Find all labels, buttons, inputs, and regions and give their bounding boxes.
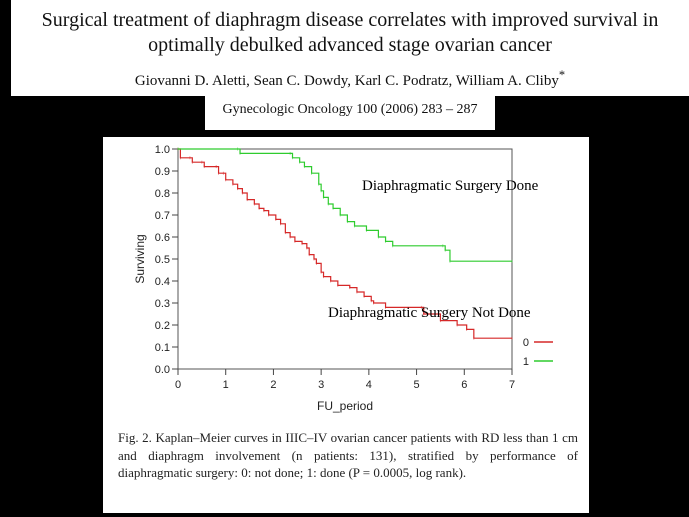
x-axis-label: FU_period [317,399,373,413]
x-tick-label: 2 [270,379,276,391]
x-tick-label: 0 [175,379,181,391]
x-tick-label: 4 [366,379,372,391]
title-panel: Surgical treatment of diaphragm disease … [11,0,689,96]
x-tick-label: 3 [318,379,324,391]
title-line-2: optimally debulked advanced stage ovaria… [148,34,552,56]
author-list: Giovanni D. Aletti, Sean C. Dowdy, Karl … [11,68,689,90]
legend-label-1: 1 [523,356,529,368]
y-tick-label: 0.0 [155,364,170,376]
series-line-0 [178,148,512,339]
y-tick-label: 1.0 [155,144,170,156]
paper-title: Surgical treatment of diaphragm disease … [11,8,689,58]
y-tick-label: 0.2 [155,320,170,332]
y-tick-label: 0.3 [155,298,170,310]
x-tick-label: 6 [461,379,467,391]
y-tick-label: 0.9 [155,166,170,178]
y-tick-label: 0.4 [155,276,170,288]
journal-panel: Gynecologic Oncology 100 (2006) 283 – 28… [205,96,495,130]
series-line-1 [178,148,512,262]
corresponding-author-mark: * [558,68,566,82]
kaplan-meier-chart: 0.0 0.1 0.2 0.3 0.4 0.5 0.6 0.7 0.8 0.9 1.0 0 1 2 3 4 5 6… [133,144,553,413]
x-tick-label: 7 [509,379,515,391]
y-tick-label: 0.6 [155,232,170,244]
authors-text: Giovanni D. Aletti, Sean C. Dowdy, Karl … [134,73,559,89]
y-axis-label: Surviving [133,234,147,283]
y-tick-label: 0.8 [155,188,170,200]
y-tick-label: 0.7 [155,210,170,222]
y-tick-label: 0.1 [155,342,170,354]
title-line-1: Surgical treatment of diaphragm disease … [41,9,659,31]
y-tick-label: 0.5 [155,254,170,266]
journal-citation: Gynecologic Oncology 100 (2006) 283 – 28… [222,102,478,117]
annotation-surgery-done: Diaphragmatic Surgery Done [362,178,539,194]
x-tick-label: 5 [414,379,420,391]
annotation-surgery-not-done: Diaphragmatic Surgery Not Done [328,305,531,321]
legend-label-0: 0 [523,337,529,349]
figure-caption: Fig. 2. Kaplan–Meier curves in IIIC–IV o… [118,430,578,480]
figure-panel: 0.0 0.1 0.2 0.3 0.4 0.5 0.6 0.7 0.8 0.9 1.0 0 1 2 3 4 5 6… [103,137,589,513]
x-tick-label: 1 [223,379,229,391]
